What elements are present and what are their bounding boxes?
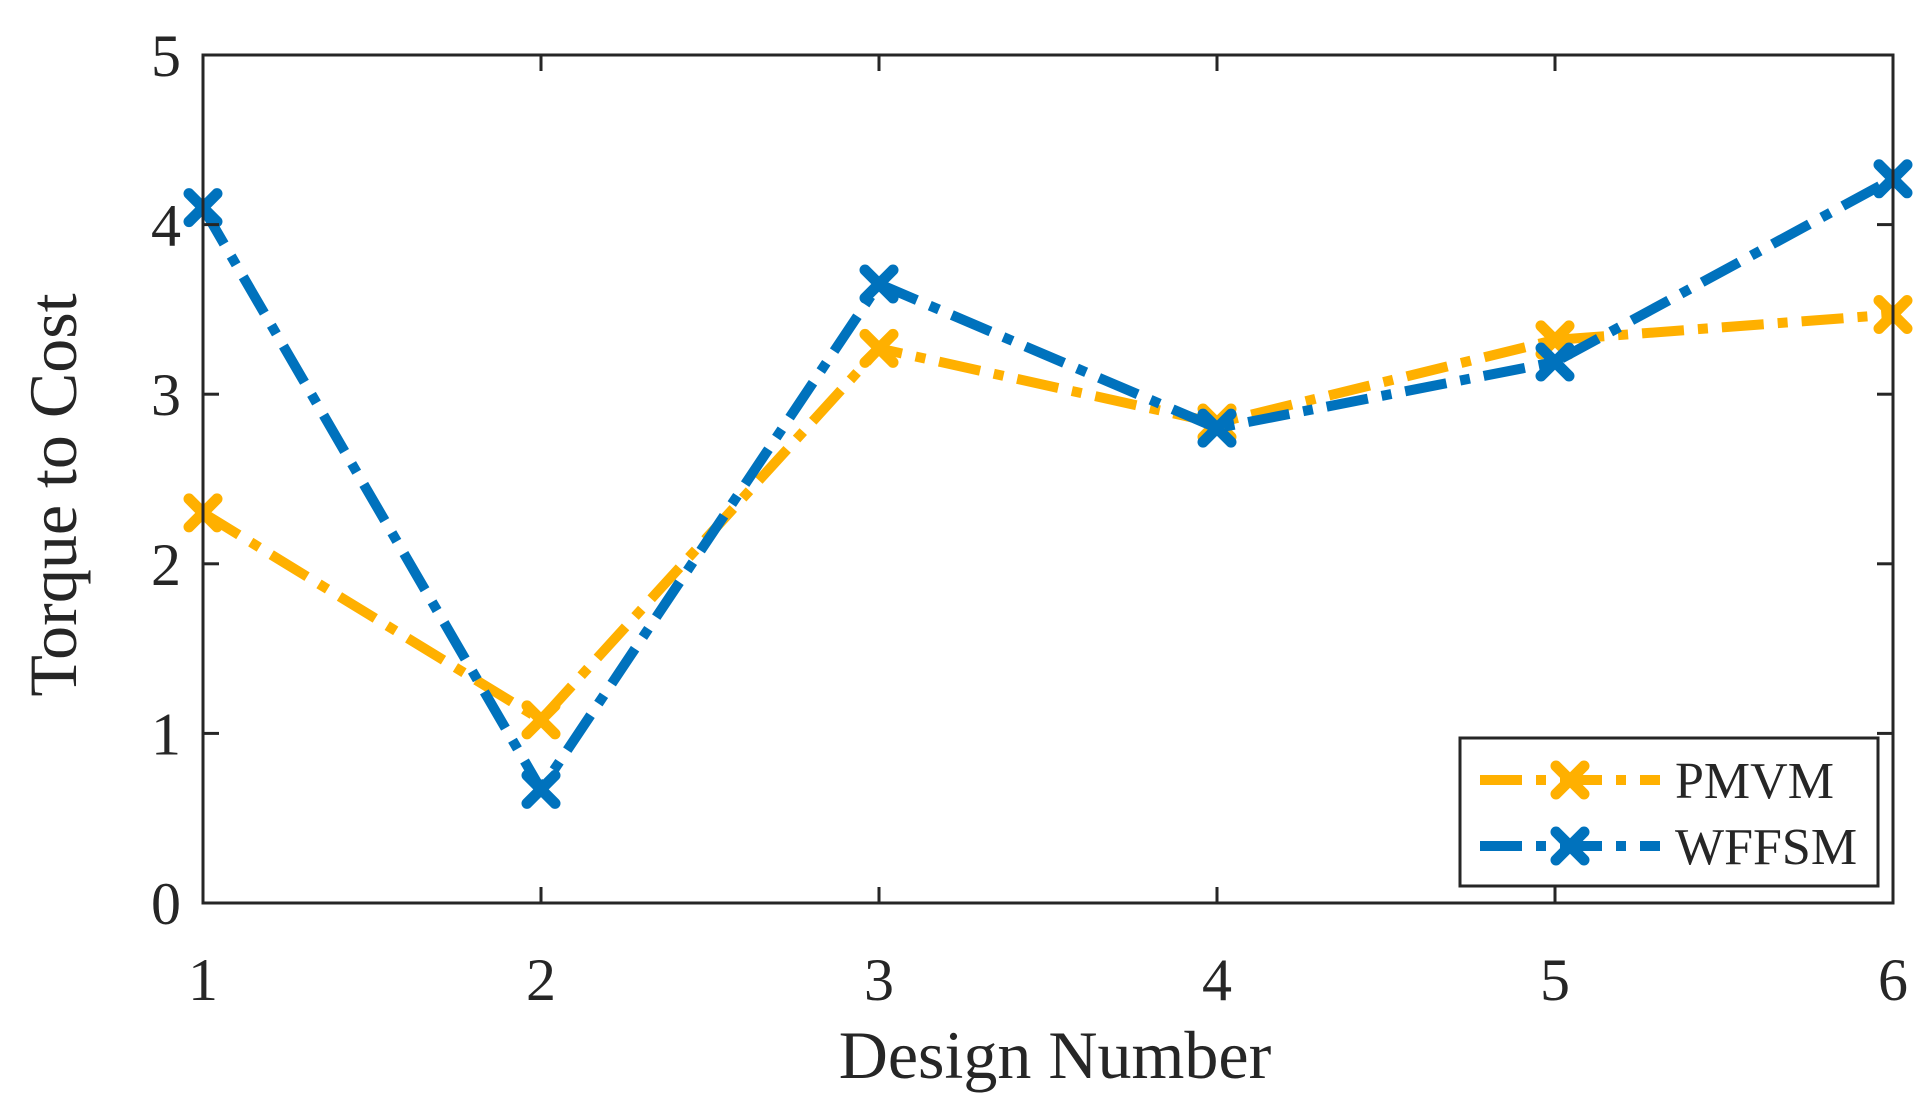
legend: PMVM WFFSM bbox=[1458, 736, 1880, 888]
data-point-pmvm bbox=[521, 700, 561, 740]
x-tick-label: 2 bbox=[526, 947, 556, 1013]
x-tick-label: 6 bbox=[1878, 947, 1908, 1013]
y-tick-label: 2 bbox=[151, 532, 181, 598]
legend-marker-wffsm bbox=[1550, 826, 1590, 866]
x-tick-label: 1 bbox=[188, 947, 218, 1013]
y-tick-label: 5 bbox=[151, 23, 181, 89]
x-tick-label: 5 bbox=[1540, 947, 1570, 1013]
data-point-wffsm bbox=[859, 264, 899, 304]
series-line-wffsm bbox=[198, 174, 1896, 795]
x-tick-label: 3 bbox=[864, 947, 894, 1013]
y-tick-label: 4 bbox=[151, 193, 181, 259]
data-point-wffsm bbox=[1197, 408, 1237, 448]
x-tick-label: 4 bbox=[1202, 947, 1232, 1013]
legend-box bbox=[1458, 736, 1880, 888]
legend-item-pmvm: PMVM bbox=[1480, 753, 1834, 810]
y-tick-label: 1 bbox=[151, 701, 181, 767]
y-tick-label: 0 bbox=[151, 871, 181, 937]
data-point-wffsm bbox=[521, 769, 561, 809]
y-tick-label: 3 bbox=[151, 362, 181, 428]
legend-label-pmvm: PMVM bbox=[1675, 753, 1834, 810]
legend-label-wffsm: WFFSM bbox=[1675, 819, 1857, 876]
data-point-wffsm bbox=[1535, 342, 1575, 382]
data-point-pmvm bbox=[859, 328, 899, 368]
legend-item-wffsm: WFFSM bbox=[1480, 819, 1857, 876]
y-axis-label: Torque to Cost bbox=[15, 293, 91, 696]
plot-area-frame bbox=[201, 53, 1895, 905]
legend-marker-pmvm bbox=[1550, 760, 1590, 800]
series-line-pmvm bbox=[200, 309, 1894, 725]
series-wffsm bbox=[183, 159, 1913, 809]
x-axis-label: Design Number bbox=[839, 1017, 1272, 1093]
